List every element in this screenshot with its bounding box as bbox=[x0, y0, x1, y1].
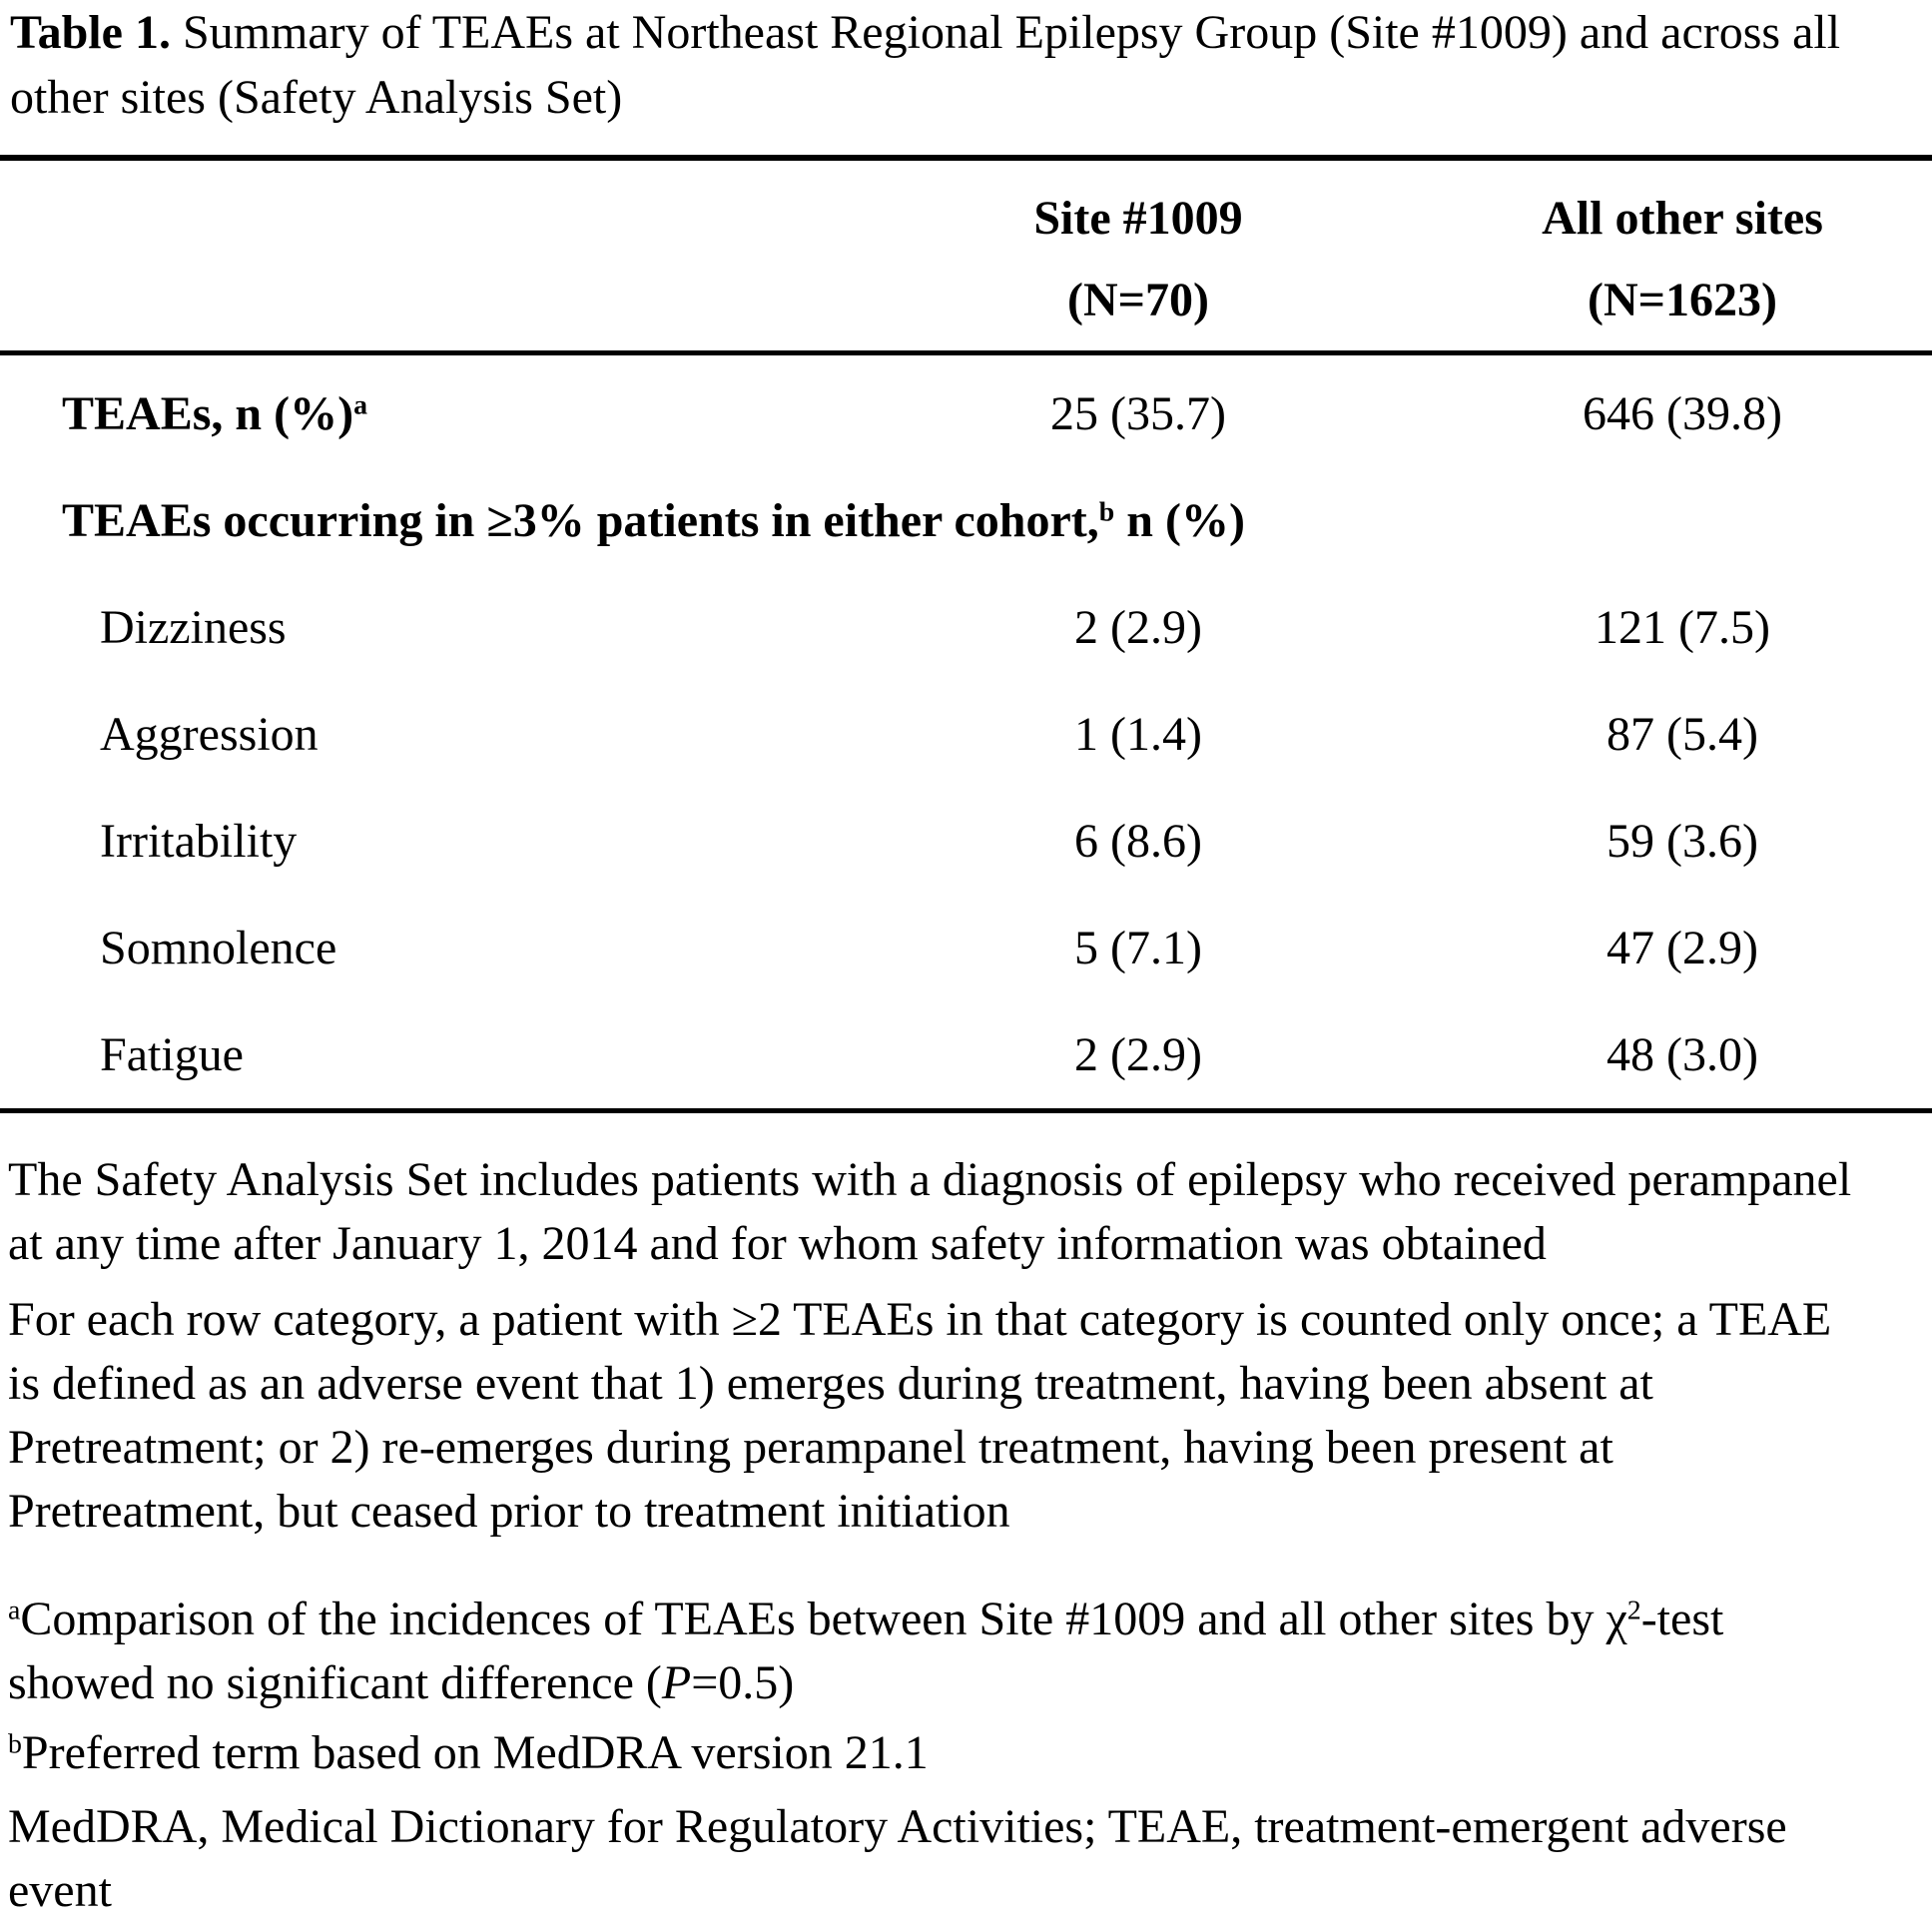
row-label-aggression: Aggression bbox=[100, 708, 319, 761]
footnote-abbreviations: MedDRA, Medical Dictionary for Regulator… bbox=[8, 1795, 1932, 1923]
all-other-sites-value-fatigue: 48 (3.0) bbox=[1607, 1028, 1758, 1081]
all-other-sites-value-aggression: 87 (5.4) bbox=[1607, 708, 1758, 761]
footnote-line: is defined as an adverse event that 1) e… bbox=[8, 1357, 1653, 1410]
table-top-rule bbox=[0, 155, 1932, 161]
footnote-line: showed no significant difference (P=0.5) bbox=[8, 1656, 795, 1709]
row-label-teaes-3pct-group: TEAEs occurring in ≥3% patients in eithe… bbox=[62, 494, 1245, 547]
site-1009-value-teaes: 25 (35.7) bbox=[1050, 387, 1226, 440]
all-other-sites-value-somnolence: 47 (2.9) bbox=[1607, 922, 1758, 974]
footnote-line: For each row category, a patient with ≥2… bbox=[8, 1293, 1832, 1346]
table-row-fatigue: Fatigue 2 (2.9) 48 (3.0) bbox=[0, 1022, 1932, 1087]
footnote-line: event bbox=[8, 1864, 112, 1917]
column-header-line-1: Site #1009 All other sites bbox=[0, 178, 1932, 260]
footnote-line: aComparison of the incidences of TEAEs b… bbox=[8, 1593, 1724, 1645]
table-bottom-rule bbox=[0, 1108, 1932, 1113]
footnote-line: Pretreatment; or 2) re-emerges during pe… bbox=[8, 1421, 1613, 1474]
table-title-line-1: Table 1. Summary of TEAEs at Northeast R… bbox=[10, 6, 1841, 59]
table-row-teaes: TEAEs, n (%)a 25 (35.7) 646 (39.8) bbox=[0, 381, 1932, 446]
column-header-all-other-sites: All other sites bbox=[1542, 192, 1823, 245]
all-other-sites-value-irritability: 59 (3.6) bbox=[1607, 815, 1758, 868]
row-label-dizziness: Dizziness bbox=[100, 601, 287, 654]
column-header-line-2: (N=70) (N=1623) bbox=[0, 260, 1932, 341]
footnote-a-chi-square-test: aComparison of the incidences of TEAEs b… bbox=[8, 1588, 1932, 1715]
table-row-dizziness: Dizziness 2 (2.9) 121 (7.5) bbox=[0, 595, 1932, 660]
table-row-irritability: Irritability 6 (8.6) 59 (3.6) bbox=[0, 809, 1932, 874]
footnote-b-meddra-version: bPreferred term based on MedDRA version … bbox=[8, 1721, 1932, 1785]
footnote-line: The Safety Analysis Set includes patient… bbox=[8, 1153, 1852, 1206]
all-other-sites-value-dizziness: 121 (7.5) bbox=[1595, 601, 1770, 654]
site-1009-value-somnolence: 5 (7.1) bbox=[1074, 922, 1202, 974]
row-label-fatigue: Fatigue bbox=[100, 1028, 244, 1081]
footnote-line: Pretreatment, but ceased prior to treatm… bbox=[8, 1485, 1010, 1538]
column-header-all-other-sites-n: (N=1623) bbox=[1588, 274, 1777, 326]
site-1009-value-aggression: 1 (1.4) bbox=[1074, 708, 1202, 761]
footnotes: The Safety Analysis Set includes patient… bbox=[8, 1148, 1932, 1923]
footnote-safety-analysis-set: The Safety Analysis Set includes patient… bbox=[8, 1148, 1932, 1276]
column-header-site-1009-n: (N=70) bbox=[1067, 274, 1209, 326]
table-row-aggression: Aggression 1 (1.4) 87 (5.4) bbox=[0, 702, 1932, 767]
footnote-line: bPreferred term based on MedDRA version … bbox=[8, 1726, 929, 1779]
row-label-irritability: Irritability bbox=[100, 815, 298, 868]
all-other-sites-value-teaes: 646 (39.8) bbox=[1583, 387, 1782, 440]
footnote-teae-definition: For each row category, a patient with ≥2… bbox=[8, 1288, 1932, 1544]
site-1009-value-irritability: 6 (8.6) bbox=[1074, 815, 1202, 868]
table-title-line-2: other sites (Safety Analysis Set) bbox=[10, 71, 623, 124]
table-row-somnolence: Somnolence 5 (7.1) 47 (2.9) bbox=[0, 916, 1932, 980]
table-row-teaes-3pct-group: TEAEs occurring in ≥3% patients in eithe… bbox=[0, 488, 1932, 553]
row-label-somnolence: Somnolence bbox=[100, 922, 337, 974]
table-title: Table 1. Summary of TEAEs at Northeast R… bbox=[10, 0, 1932, 130]
footnote-line: at any time after January 1, 2014 and fo… bbox=[8, 1217, 1547, 1270]
site-1009-value-fatigue: 2 (2.9) bbox=[1074, 1028, 1202, 1081]
table-header-rule bbox=[0, 350, 1932, 355]
footnote-line: MedDRA, Medical Dictionary for Regulator… bbox=[8, 1800, 1787, 1853]
site-1009-value-dizziness: 2 (2.9) bbox=[1074, 601, 1202, 654]
table-column-headers: Site #1009 All other sites (N=70) (N=162… bbox=[0, 178, 1932, 341]
row-label-teaes: TEAEs, n (%)a bbox=[62, 387, 367, 440]
column-header-site-1009: Site #1009 bbox=[1033, 192, 1243, 245]
